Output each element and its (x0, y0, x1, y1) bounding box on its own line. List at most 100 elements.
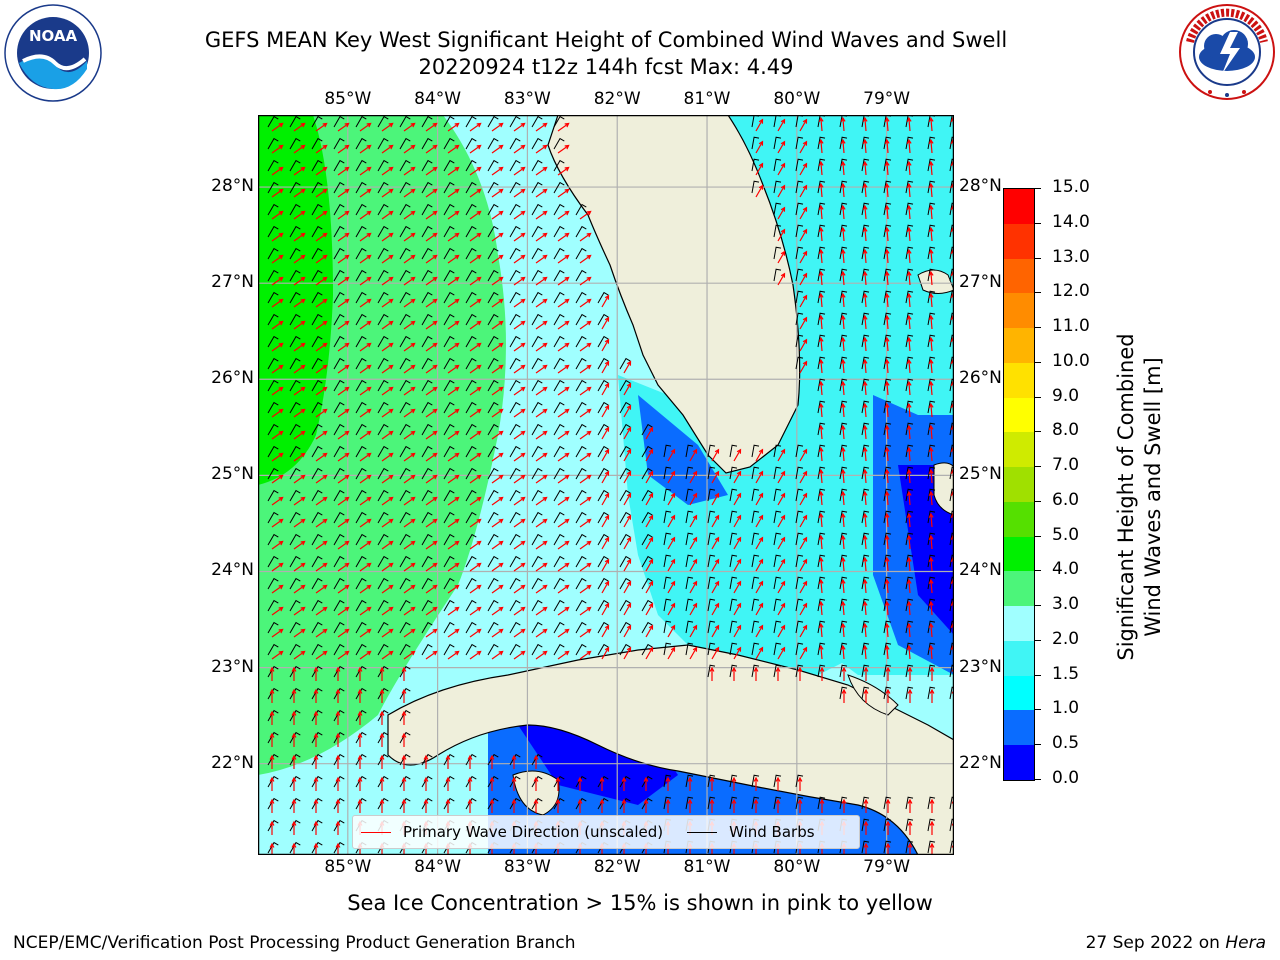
wind-barb (751, 774, 760, 788)
wave-direction-arrow (535, 518, 548, 528)
wind-barb (377, 115, 389, 128)
wave-direction-arrow (293, 584, 306, 594)
wind-barb (729, 510, 738, 524)
wave-direction-arrow (469, 232, 482, 242)
wave-direction-arrow (271, 298, 284, 308)
wave-direction-arrow (623, 602, 632, 616)
wave-direction-arrow (469, 298, 482, 308)
wave-direction-arrow (271, 518, 284, 528)
wave-direction-arrow (315, 210, 328, 220)
wave-direction-arrow (711, 624, 720, 638)
wave-direction-arrow (928, 556, 934, 572)
wind-barb (685, 620, 694, 634)
wind-barb (355, 577, 367, 590)
wind-barb (773, 620, 782, 634)
wind-barb (685, 466, 694, 480)
wind-barb (531, 599, 543, 612)
wave-direction-arrow (579, 386, 592, 396)
wind-barb (355, 137, 367, 150)
wave-direction-arrow (511, 776, 517, 791)
wave-direction-arrow (777, 448, 786, 462)
wave-direction-arrow (469, 166, 482, 176)
lat-tick-label: 27°N (959, 272, 1002, 293)
wave-direction-arrow (601, 294, 610, 308)
wind-barb (729, 664, 738, 678)
wind-barb (487, 137, 499, 150)
wind-barb (333, 159, 345, 172)
wind-barb (927, 268, 936, 282)
wave-direction-arrow (403, 562, 416, 572)
wind-barb (553, 643, 565, 656)
wave-direction-arrow (731, 776, 737, 791)
wave-direction-arrow (491, 144, 504, 154)
wave-direction-arrow (381, 122, 394, 132)
wind-barb (333, 203, 345, 216)
wave-direction-arrow (491, 320, 504, 330)
wave-direction-arrow (797, 666, 803, 681)
wave-direction-arrow (293, 320, 306, 330)
wave-direction-arrow (623, 536, 632, 550)
wave-direction-arrow (445, 754, 451, 769)
chart-title-line1: GEFS MEAN Key West Significant Height of… (204, 28, 1008, 52)
wave-direction-arrow (840, 424, 846, 440)
wind-barb (443, 797, 455, 810)
wind-barb (597, 643, 609, 656)
wind-barb (487, 753, 499, 766)
wave-direction-arrow (357, 776, 363, 791)
wind-barb (355, 115, 367, 128)
wind-barb (509, 775, 521, 788)
wind-barb (729, 466, 738, 480)
wind-barb (817, 356, 826, 370)
wave-direction-arrow (403, 650, 416, 660)
wind-barb (685, 444, 694, 458)
lon-tick-label: 79°W (863, 857, 911, 877)
colorbar-tick-label: 9.0 (1052, 385, 1080, 406)
wave-direction-arrow (335, 666, 341, 681)
wave-direction-arrow (906, 622, 912, 638)
colorbar-swatch (1004, 188, 1034, 224)
wave-direction-arrow (733, 624, 742, 638)
wave-direction-arrow (359, 408, 372, 418)
wave-direction-arrow (271, 386, 284, 396)
wave-direction-arrow (271, 144, 284, 154)
wave-direction-arrow (885, 820, 891, 835)
wind-barb (311, 709, 323, 722)
wave-direction-arrow (557, 474, 570, 484)
wind-barb (399, 379, 411, 392)
wind-barb (443, 203, 455, 216)
wind-barb (421, 115, 433, 128)
wind-barb (465, 621, 477, 634)
wind-barb (773, 202, 782, 216)
wind-barb (619, 357, 631, 370)
wind-barb (377, 533, 389, 546)
wave-direction-arrow (906, 314, 912, 330)
wave-direction-arrow (777, 536, 786, 550)
wave-direction-arrow (777, 140, 786, 154)
wind-barb (751, 136, 760, 150)
wave-direction-arrow (731, 798, 737, 813)
wind-barb (597, 291, 609, 304)
wind-barb (553, 445, 565, 458)
wind-barb (465, 643, 477, 656)
wind-barb (311, 753, 323, 766)
wind-barb (553, 181, 565, 194)
wind-barb (707, 488, 716, 502)
wind-barb (795, 444, 804, 458)
wave-direction-arrow (579, 496, 592, 506)
wave-direction-arrow (381, 650, 394, 660)
wind-barb (399, 181, 411, 194)
wind-barb (509, 423, 521, 436)
colorbar-tick-mark (1035, 431, 1041, 433)
wind-barb (443, 533, 455, 546)
wave-direction-arrow (863, 798, 869, 813)
wind-barb (707, 554, 716, 568)
wind-barb (333, 313, 345, 326)
wind-barb (861, 268, 870, 282)
colorbar-tick-label: 6.0 (1052, 489, 1080, 510)
wave-direction-arrow (469, 144, 482, 154)
wind-barb (597, 489, 609, 502)
wind-barb (575, 599, 587, 612)
svg-text:NOAA: NOAA (29, 27, 78, 45)
wave-direction-arrow (403, 232, 416, 242)
wind-barb (267, 797, 279, 810)
